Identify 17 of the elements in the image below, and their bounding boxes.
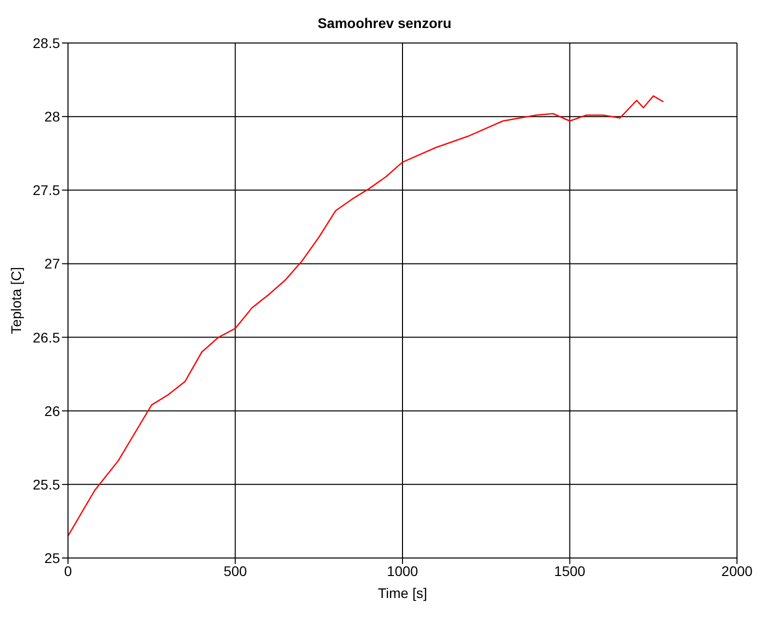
y-tick-label: 25 (44, 550, 60, 566)
x-tick-label: 1500 (554, 562, 586, 579)
y-axis-title: Teplota [C] (8, 267, 24, 334)
line-series (68, 95, 664, 537)
y-tick-label: 26 (44, 402, 60, 419)
x-tick-label: 500 (224, 562, 248, 579)
y-tick-label: 26.5 (32, 329, 60, 346)
y-tick-label: 25.5 (32, 476, 60, 492)
y-tick-label: 27 (44, 256, 60, 272)
y-tick-label: 28.5 (32, 34, 60, 51)
x-axis-title: Time [s] (378, 585, 428, 601)
y-tick-label: 27.5 (32, 182, 60, 198)
x-tick-label: 1000 (386, 562, 418, 579)
x-tick-label: 2000 (721, 562, 753, 579)
chart-title: Samoohrev senzoru (318, 15, 452, 31)
x-tick-label: 0 (64, 562, 72, 579)
y-tick-label: 28 (44, 108, 60, 125)
